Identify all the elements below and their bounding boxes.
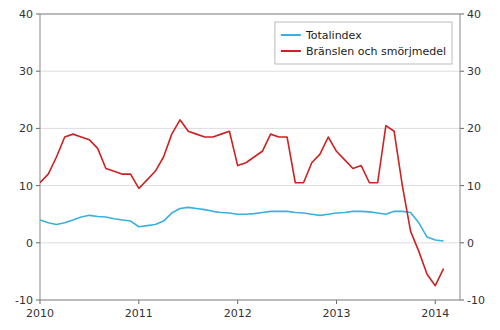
y-tick — [36, 300, 40, 301]
grid-line — [40, 71, 460, 72]
y-tick-label: 10 — [19, 180, 33, 193]
y-tick — [36, 185, 40, 186]
x-tick-label: 2014 — [421, 307, 449, 320]
plot-frame — [40, 14, 460, 300]
legend-frame — [275, 22, 452, 64]
y-tick — [36, 71, 40, 72]
y2-tick-label: 40 — [467, 8, 481, 21]
x-tick — [40, 300, 41, 304]
x-tick-label: 2013 — [322, 307, 350, 320]
legend-swatch — [281, 34, 301, 36]
y2-tick — [460, 185, 464, 186]
y2-tick — [460, 242, 464, 243]
y-tick-label: 30 — [19, 65, 33, 78]
y2-tick — [460, 300, 464, 301]
legend-label: Totalindex — [305, 29, 362, 42]
x-tick — [336, 300, 337, 304]
y-tick — [36, 242, 40, 243]
grid-line — [40, 242, 460, 243]
x-tick-label: 2010 — [26, 307, 54, 320]
x-tick-label: 2012 — [224, 307, 252, 320]
grid-line — [40, 185, 460, 186]
y2-tick — [460, 71, 464, 72]
y2-tick-label: 30 — [467, 65, 481, 78]
y-tick-label: 0 — [26, 237, 33, 250]
series-lines — [40, 120, 444, 286]
y-tick-label: -10 — [15, 294, 33, 307]
y2-tick-label: 10 — [467, 180, 481, 193]
y-tick — [36, 14, 40, 15]
series-line — [40, 120, 444, 286]
y2-tick-label: -10 — [467, 294, 485, 307]
x-tick — [138, 300, 139, 304]
grid — [40, 14, 460, 300]
x-tick — [237, 300, 238, 304]
legend-label: Bränslen och smörjmedel — [306, 45, 446, 58]
y2-tick-label: 20 — [467, 122, 481, 135]
y-tick-label: 20 — [19, 122, 33, 135]
y2-tick-label: 0 — [467, 237, 474, 250]
legend-swatch — [281, 50, 301, 52]
y2-tick — [460, 14, 464, 15]
axes: -10 0 10 20 30 40 -10 0 10 20 30 40 2010 2011 2012 2013… — [15, 8, 485, 320]
series-line — [40, 207, 444, 241]
y2-tick — [460, 128, 464, 129]
x-tick-label: 2011 — [125, 307, 153, 320]
y-tick — [36, 128, 40, 129]
y-tick-label: 40 — [19, 8, 33, 21]
chart: -10 0 10 20 30 40 -10 0 10 20 30 40 2010 2011 2012 2013… — [0, 0, 500, 330]
legend: Totalindex Bränslen och smörjmedel — [275, 22, 452, 64]
grid-line — [40, 128, 460, 129]
x-tick — [435, 300, 436, 304]
